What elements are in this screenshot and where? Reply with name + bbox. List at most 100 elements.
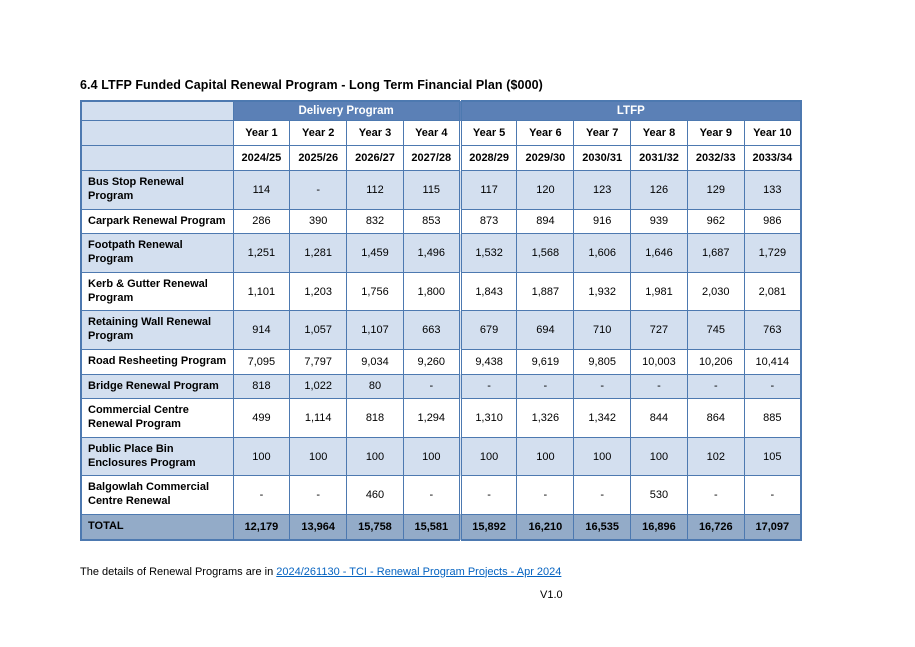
value-cell: 962 <box>686 208 745 235</box>
value-cell: 694 <box>516 310 575 350</box>
value-cell: 1,326 <box>516 398 575 438</box>
value-cell: 844 <box>630 398 688 438</box>
value-cell: - <box>458 475 518 515</box>
fy-header: 2029/30 <box>516 145 575 171</box>
corner-cell <box>80 100 234 121</box>
value-cell: - <box>743 475 802 515</box>
value-cell: 1,756 <box>346 271 404 312</box>
table-row: Bus Stop Renewal Program 114-112 115 117 120… <box>80 170 802 210</box>
row-label: Commercial Centre Renewal Program <box>80 398 234 438</box>
row-label: Kerb & Gutter Renewal Program <box>80 271 234 312</box>
value-cell: 129 <box>686 170 745 210</box>
value-cell: 1,251 <box>232 233 291 273</box>
value-cell: 390 <box>289 208 348 235</box>
total-value: 16,896 <box>630 513 688 541</box>
value-cell: 120 <box>516 170 575 210</box>
year-header: Year 4 <box>402 120 461 146</box>
value-cell: 105 <box>743 436 802 477</box>
total-value: 15,581 <box>402 513 461 541</box>
value-cell: 1,310 <box>458 398 518 438</box>
value-cell: 2,030 <box>686 271 745 312</box>
value-cell: 1,281 <box>289 233 348 273</box>
value-cell: 1,101 <box>232 271 291 312</box>
footer-text: The details of Renewal Programs are in <box>80 565 277 578</box>
year-header: Year 5 <box>458 120 518 146</box>
value-cell: 818 <box>232 373 291 400</box>
group-header-delivery-program: Delivery Program <box>232 100 461 121</box>
value-cell: 1,932 <box>573 271 632 312</box>
value-cell: 100 <box>289 436 348 477</box>
row-label: Bus Stop Renewal Program <box>80 170 234 210</box>
value-cell: 80 <box>346 373 404 400</box>
value-cell: - <box>458 373 518 400</box>
value-cell: 10,206 <box>686 348 745 375</box>
table-row: Bridge Renewal Program 818 1,022 80- - - - - - - <box>80 373 802 400</box>
value-cell: 1,606 <box>573 233 632 273</box>
row-label: Road Resheeting Program <box>80 348 234 375</box>
year-header: Year 1 <box>232 120 291 146</box>
value-cell: 10,003 <box>630 348 688 375</box>
table-head: Delivery Program LTFP Year 1 Year 2 Year 3 Ye… <box>80 100 802 171</box>
year-header-row: Year 1 Year 2 Year 3 Year 4 Year 5 Year 6 Year… <box>80 120 802 146</box>
value-cell: - <box>686 475 745 515</box>
total-row: TOTAL 12,179 13,964 15,758 15,581 15,892 16,21… <box>80 513 802 541</box>
value-cell: 1,107 <box>346 310 404 350</box>
value-cell: - <box>402 373 461 400</box>
value-cell: 1,843 <box>458 271 518 312</box>
total-value: 15,892 <box>458 513 518 541</box>
fy-header: 2026/27 <box>346 145 404 171</box>
fy-header: 2028/29 <box>458 145 518 171</box>
value-cell: 986 <box>743 208 802 235</box>
value-cell: - <box>573 475 632 515</box>
value-cell: 1,887 <box>516 271 575 312</box>
row-label: Public Place Bin Enclosures Program <box>80 436 234 477</box>
value-cell: 100 <box>232 436 291 477</box>
renewal-projects-link[interactable]: 2024/261130 - TCI - Renewal Program Proj… <box>276 565 562 578</box>
table-row: Footpath Renewal Program 1,251 1,281 1,459 1… <box>80 233 802 273</box>
value-cell: 832 <box>346 208 404 235</box>
value-cell: 914 <box>232 310 291 350</box>
value-cell: 460 <box>346 475 404 515</box>
value-cell: - <box>289 475 348 515</box>
total-value: 16,726 <box>686 513 745 541</box>
value-cell: 1,294 <box>402 398 461 438</box>
row-label: Footpath Renewal Program <box>80 233 234 273</box>
value-cell: 9,805 <box>573 348 632 375</box>
value-cell: 864 <box>686 398 745 438</box>
group-header-ltfp: LTFP <box>458 100 802 121</box>
value-cell: 100 <box>630 436 688 477</box>
value-cell: - <box>686 373 745 400</box>
value-cell: 123 <box>573 170 632 210</box>
value-cell: 286 <box>232 208 291 235</box>
renewal-table: Delivery Program LTFP Year 1 Year 2 Year 3 Ye… <box>80 100 802 541</box>
footer-note: The details of Renewal Programs are in 2… <box>80 566 915 578</box>
value-cell: - <box>516 373 575 400</box>
table-row: Road Resheeting Program 7,095 7,797 9,034 9,… <box>80 348 802 375</box>
value-cell: 1,057 <box>289 310 348 350</box>
value-cell: 10,414 <box>743 348 802 375</box>
value-cell: 112 <box>346 170 404 210</box>
value-cell: 1,646 <box>630 233 688 273</box>
table-body: Bus Stop Renewal Program 114-112 115 117 120… <box>80 170 802 541</box>
value-cell: 9,619 <box>516 348 575 375</box>
total-value: 16,210 <box>516 513 575 541</box>
value-cell: 7,095 <box>232 348 291 375</box>
fy-header: 2031/32 <box>630 145 688 171</box>
year-header: Year 7 <box>573 120 632 146</box>
fy-header: 2024/25 <box>232 145 291 171</box>
fy-header-row: 2024/25 2025/26 2026/27 2027/28 2028/29 2029/… <box>80 145 802 171</box>
value-cell: 9,438 <box>458 348 518 375</box>
value-cell: 1,114 <box>289 398 348 438</box>
row-label: Balgowlah Commercial Centre Renewal <box>80 475 234 515</box>
table-row: Carpark Renewal Program 286 390 832 853 873 89… <box>80 208 802 235</box>
value-cell: 102 <box>686 436 745 477</box>
year-header: Year 8 <box>630 120 688 146</box>
value-cell: 745 <box>686 310 745 350</box>
value-cell: 100 <box>458 436 518 477</box>
table-row: Retaining Wall Renewal Program 914 1,057 1,… <box>80 310 802 350</box>
fy-header-spacer <box>80 145 234 171</box>
value-cell: 818 <box>346 398 404 438</box>
value-cell: - <box>232 475 291 515</box>
value-cell: 1,022 <box>289 373 348 400</box>
